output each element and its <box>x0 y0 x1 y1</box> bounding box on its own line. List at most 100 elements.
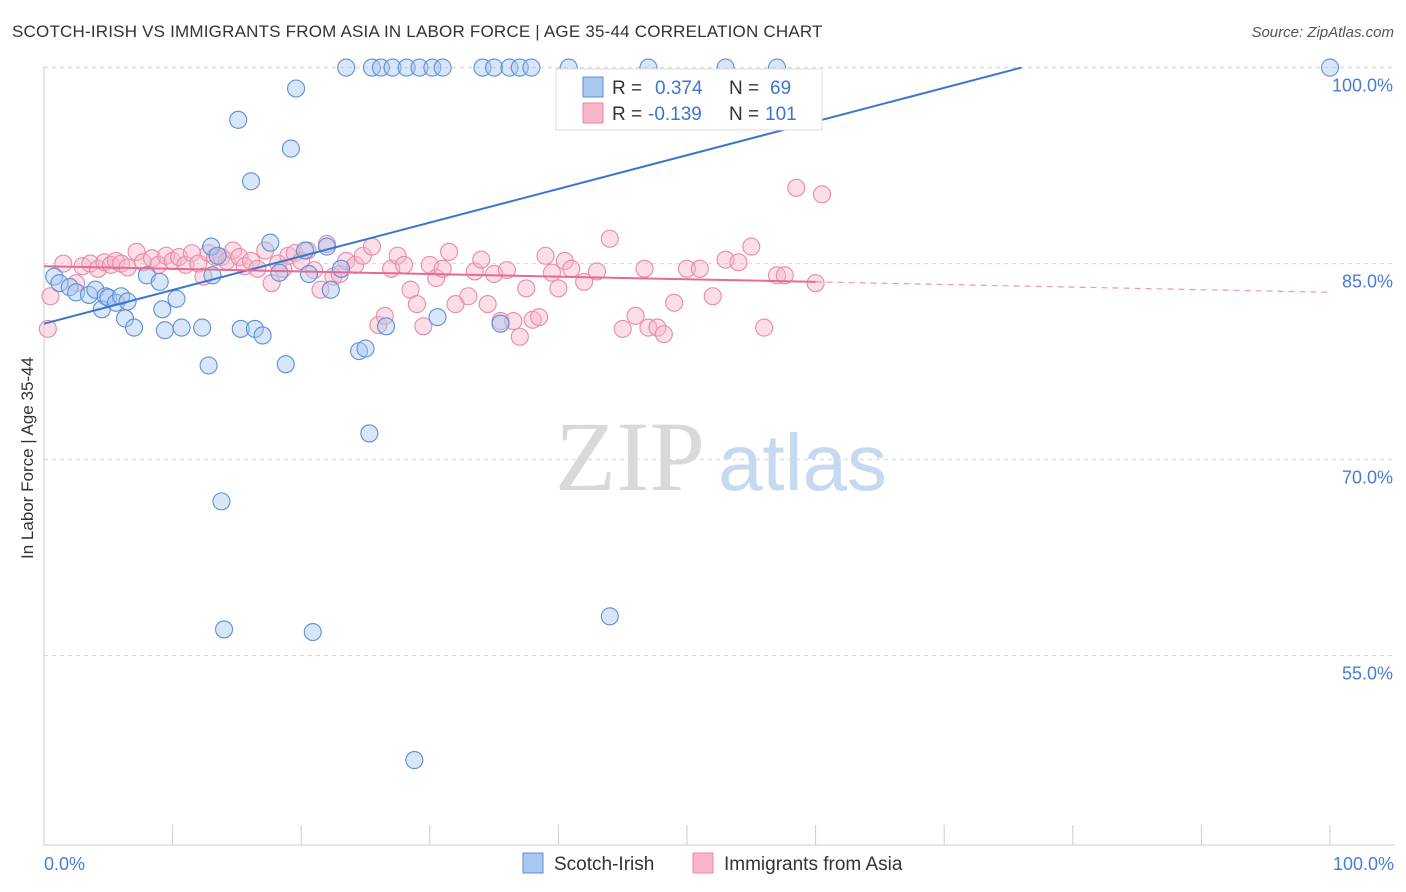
immigrants-from-asia-point <box>478 295 497 314</box>
scotch-irish-point <box>522 58 541 77</box>
watermark: ZIP atlas <box>555 401 887 512</box>
scotch-irish-point <box>485 58 504 77</box>
x-tick-label-min: 0.0% <box>44 854 85 874</box>
immigrants-from-asia-point <box>613 319 632 338</box>
scotch-irish-point <box>214 620 234 639</box>
immigrants-from-asia-point <box>665 293 684 312</box>
scotch-irish-point <box>241 172 261 191</box>
scotch-irish-point <box>360 424 379 443</box>
immigrants-from-asia-point <box>742 237 761 256</box>
scotch-irish-point <box>167 289 186 308</box>
immigrants-from-asia-point <box>587 262 607 281</box>
y-tick-label: 100.0% <box>1332 76 1393 96</box>
scotch-irish-point <box>172 318 191 337</box>
scotch-irish-point <box>491 314 510 333</box>
immigrants-from-asia-point <box>530 308 549 327</box>
immigrants-from-asia-point <box>369 315 388 335</box>
series-legend: Scotch-Irish Immigrants from Asia <box>522 852 903 875</box>
scotch-irish-point <box>270 263 289 282</box>
legend-label-scotch-irish: Scotch-Irish <box>554 854 654 875</box>
scotch-irish-point <box>287 79 306 98</box>
scotch-irish-point <box>245 319 264 338</box>
chart-source: Source: ZipAtlas.com <box>1251 24 1394 41</box>
scotch-irish-point <box>231 319 250 338</box>
immigrants-from-asia-point <box>388 246 407 265</box>
immigrants-from-asia-point <box>600 229 619 248</box>
scotch-irish-point <box>276 355 295 374</box>
legend-swatch-scotch-irish <box>522 852 544 874</box>
immigrants-from-asia-point <box>510 327 529 346</box>
stats-n-value-1: 69 <box>770 78 791 99</box>
immigrants-from-asia-point <box>395 255 414 274</box>
scotch-irish-point <box>433 58 452 77</box>
y-tick-label: 55.0% <box>1342 664 1393 684</box>
immigrants-from-asia-point <box>440 242 459 261</box>
immigrants-from-asia-point <box>459 287 478 306</box>
immigrants-from-asia-trendline-extension <box>815 281 1331 293</box>
immigrants-from-asia-point <box>517 279 536 298</box>
scotch-irish-point <box>212 492 231 511</box>
immigrants-from-asia-point <box>41 287 60 306</box>
stats-n-label-2: N = <box>729 104 759 125</box>
scotch-irish-point <box>281 139 300 158</box>
scotch-irish-point <box>193 318 212 337</box>
stats-legend: R = 0.374 N = 69 R = -0.139 N = 101 <box>555 68 823 131</box>
y-tick-label: 70.0% <box>1342 468 1393 488</box>
scotch-irish-point <box>332 259 351 278</box>
immigrants-from-asia-point <box>812 185 832 204</box>
immigrants-from-asia-point <box>106 251 126 271</box>
chart-title: SCOTCH-IRISH VS IMMIGRANTS FROM ASIA IN … <box>12 22 823 41</box>
scotch-irish-point <box>500 58 519 77</box>
axes <box>43 66 1395 846</box>
immigrants-from-asia-point <box>262 274 281 293</box>
immigrants-from-asia-point <box>648 318 667 337</box>
immigrants-from-asia-point <box>54 254 73 273</box>
immigrants-from-asia-point <box>311 280 330 299</box>
immigrants-from-asia-point <box>729 253 748 272</box>
y-tick-label: 85.0% <box>1342 272 1393 292</box>
scotch-irish-point <box>321 280 340 299</box>
watermark-zip: ZIP <box>555 401 705 512</box>
watermark-atlas: atlas <box>718 418 887 507</box>
immigrants-from-asia-point <box>677 259 697 278</box>
scotch-irish-point <box>253 326 272 345</box>
immigrants-from-asia-point <box>654 325 673 344</box>
scotch-irish-point <box>317 237 336 256</box>
scotch-irish-point <box>1320 58 1340 77</box>
x-tick-labels: 0.0% 100.0% <box>44 854 1394 874</box>
scotch-irish-trendline <box>43 66 1022 325</box>
immigrants-from-asia-point <box>248 259 267 278</box>
immigrants-from-asia-point <box>703 287 722 306</box>
stats-legend-pink-swatch <box>582 102 604 124</box>
scotch-irish-point <box>356 339 375 358</box>
scotch-irish-point <box>124 318 144 337</box>
immigrants-from-asia-point <box>38 319 57 338</box>
legend-label-immigrants-from-asia: Immigrants from Asia <box>724 854 903 875</box>
stats-r-label-2: R = <box>612 104 642 125</box>
immigrants-from-asia-point <box>362 237 381 256</box>
immigrants-from-asia-point <box>806 274 825 293</box>
scotch-irish-point <box>600 607 619 626</box>
gridlines <box>44 67 1395 657</box>
scotch-irish-point <box>383 58 402 77</box>
immigrants-from-asia-point <box>787 178 806 197</box>
scotch-irish-point <box>155 321 174 340</box>
immigrants-from-asia-point <box>127 242 146 261</box>
immigrants-from-asia-point <box>433 259 452 278</box>
immigrants-from-asia-point <box>414 317 433 336</box>
immigrants-from-asia-point <box>230 247 249 267</box>
immigrants-from-asia-point <box>472 250 491 269</box>
immigrants-from-asia-point <box>549 279 568 298</box>
scotch-irish-point <box>377 317 396 336</box>
scotch-irish-point <box>303 622 322 642</box>
immigrants-from-asia-point <box>142 249 162 268</box>
stats-r-label-1: R = <box>612 78 642 99</box>
series-scotch-irish-points <box>45 58 1340 770</box>
immigrants-from-asia-trendline <box>43 265 816 283</box>
scotch-irish-point <box>428 308 447 327</box>
immigrants-from-asia-point <box>536 246 555 265</box>
immigrants-from-asia-point <box>690 259 709 278</box>
stats-legend-blue-swatch <box>582 76 604 98</box>
scotch-irish-point <box>261 233 280 252</box>
